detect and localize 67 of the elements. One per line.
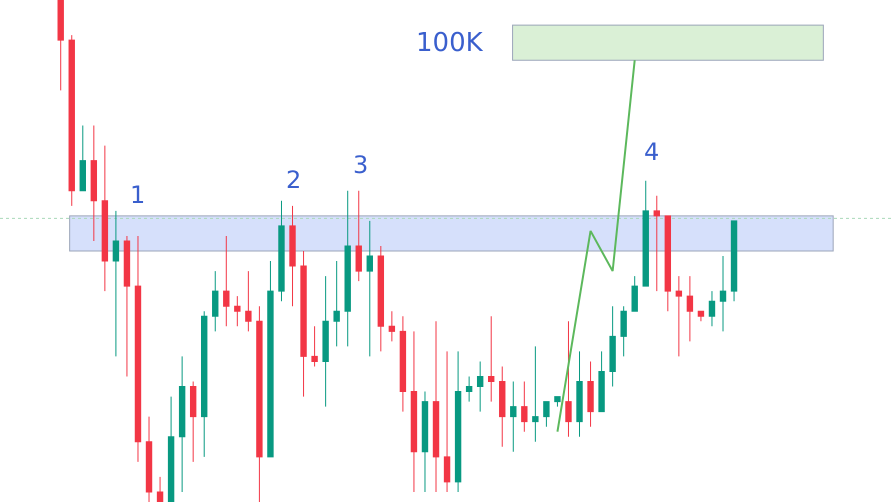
candlestick	[543, 401, 550, 428]
candlestick	[366, 220, 373, 357]
candlestick	[190, 381, 196, 462]
candlestick	[510, 381, 516, 452]
candlestick	[554, 396, 561, 408]
candlestick	[521, 381, 528, 432]
candlestick	[432, 320, 440, 492]
candlestick	[609, 306, 616, 388]
candlestick	[344, 190, 351, 347]
candlestick	[532, 346, 539, 442]
candlestick	[223, 235, 230, 327]
candlestick	[112, 210, 120, 357]
candlestick	[212, 270, 218, 332]
candlestick	[333, 260, 340, 347]
annotation: 4	[644, 138, 660, 166]
candlestick	[664, 215, 672, 312]
candlestick	[466, 376, 472, 402]
candlestick	[388, 310, 396, 342]
candlestick	[300, 250, 307, 398]
candlestick	[289, 205, 296, 307]
candlestick	[642, 180, 649, 287]
candlestick	[201, 310, 208, 458]
candlestick	[565, 320, 572, 438]
candlestick	[654, 195, 660, 292]
candlestick	[598, 350, 605, 412]
candlestick	[311, 326, 318, 367]
annotation: 3	[353, 151, 368, 179]
candlestick	[68, 34, 75, 206]
candlestick	[576, 350, 583, 438]
candlestick	[444, 350, 450, 492]
candlestick	[708, 290, 716, 327]
candlestick	[168, 396, 174, 502]
candlestick	[234, 296, 241, 327]
candlestick	[730, 220, 738, 302]
candlestick	[410, 330, 418, 492]
candlestick	[146, 416, 152, 502]
candlestick	[720, 256, 726, 332]
candlestick	[676, 276, 682, 357]
candlestick	[422, 391, 428, 492]
candlestick	[80, 125, 86, 192]
candlestick	[454, 350, 462, 492]
candlestick	[90, 125, 98, 242]
candlestick	[488, 316, 494, 402]
candlestick	[587, 360, 594, 428]
candlestick	[400, 316, 406, 412]
candlestick	[686, 276, 694, 342]
candlestick	[698, 310, 704, 322]
candlestick	[356, 190, 362, 282]
candlestick	[156, 476, 164, 502]
candlestick	[620, 306, 627, 357]
band-label: 100K	[416, 28, 484, 58]
candlestick	[58, 0, 64, 91]
candlestick	[256, 306, 263, 502]
candlestick	[178, 356, 186, 492]
candlestick	[134, 235, 142, 462]
candlestick	[632, 276, 638, 312]
annotation: 1	[130, 181, 146, 209]
candlestick	[476, 360, 484, 412]
candlestick	[322, 276, 329, 408]
candlestick	[124, 235, 130, 377]
candlestick	[245, 270, 252, 332]
candlestick	[267, 260, 274, 458]
annotation: 2	[286, 166, 302, 194]
candlestick	[102, 145, 108, 292]
candlestick	[499, 366, 506, 448]
candlestick	[278, 200, 285, 302]
candlestick	[378, 245, 384, 352]
